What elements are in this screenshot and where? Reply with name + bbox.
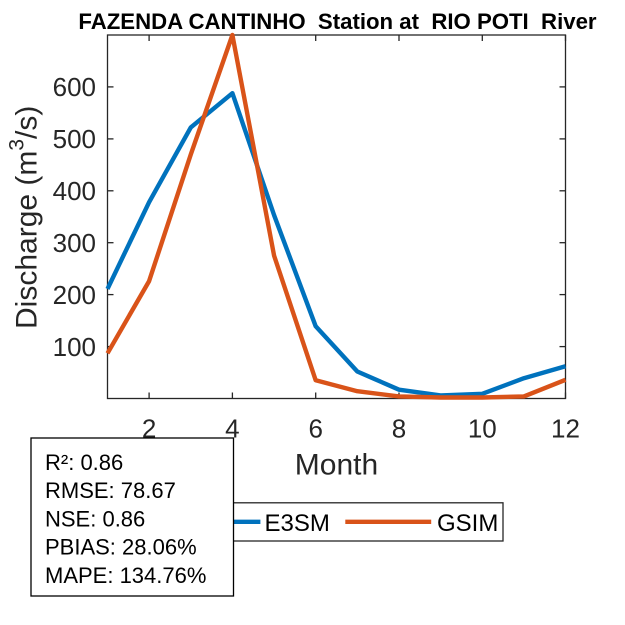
svg-text:GSIM: GSIM (437, 510, 498, 537)
svg-text:300: 300 (53, 228, 96, 258)
svg-text:MAPE: 134.76%: MAPE: 134.76% (45, 563, 206, 588)
svg-text:RMSE: 78.67: RMSE: 78.67 (45, 478, 176, 503)
svg-text:400: 400 (53, 176, 96, 206)
svg-text:200: 200 (53, 280, 96, 310)
svg-text:10: 10 (468, 413, 497, 443)
svg-text:4: 4 (225, 413, 239, 443)
svg-text:2: 2 (142, 413, 156, 443)
svg-text:500: 500 (53, 124, 96, 154)
svg-text:Month: Month (295, 449, 378, 482)
svg-text:E3SM: E3SM (265, 510, 330, 537)
svg-text:600: 600 (53, 72, 96, 102)
svg-text:100: 100 (53, 332, 96, 362)
svg-text:6: 6 (308, 413, 322, 443)
svg-text:PBIAS: 28.06%: PBIAS: 28.06% (45, 535, 197, 560)
svg-text:8: 8 (392, 413, 406, 443)
svg-text:12: 12 (551, 413, 580, 443)
svg-text:R²: 0.86: R²: 0.86 (45, 450, 123, 475)
svg-text:NSE: 0.86: NSE: 0.86 (45, 506, 145, 531)
svg-text:FAZENDA CANTINHO Station at: FAZENDA CANTINHO Station at RIO POTI Riv… (78, 9, 597, 34)
svg-text:Discharge (m3/s): Discharge (m3/s) (5, 106, 43, 329)
